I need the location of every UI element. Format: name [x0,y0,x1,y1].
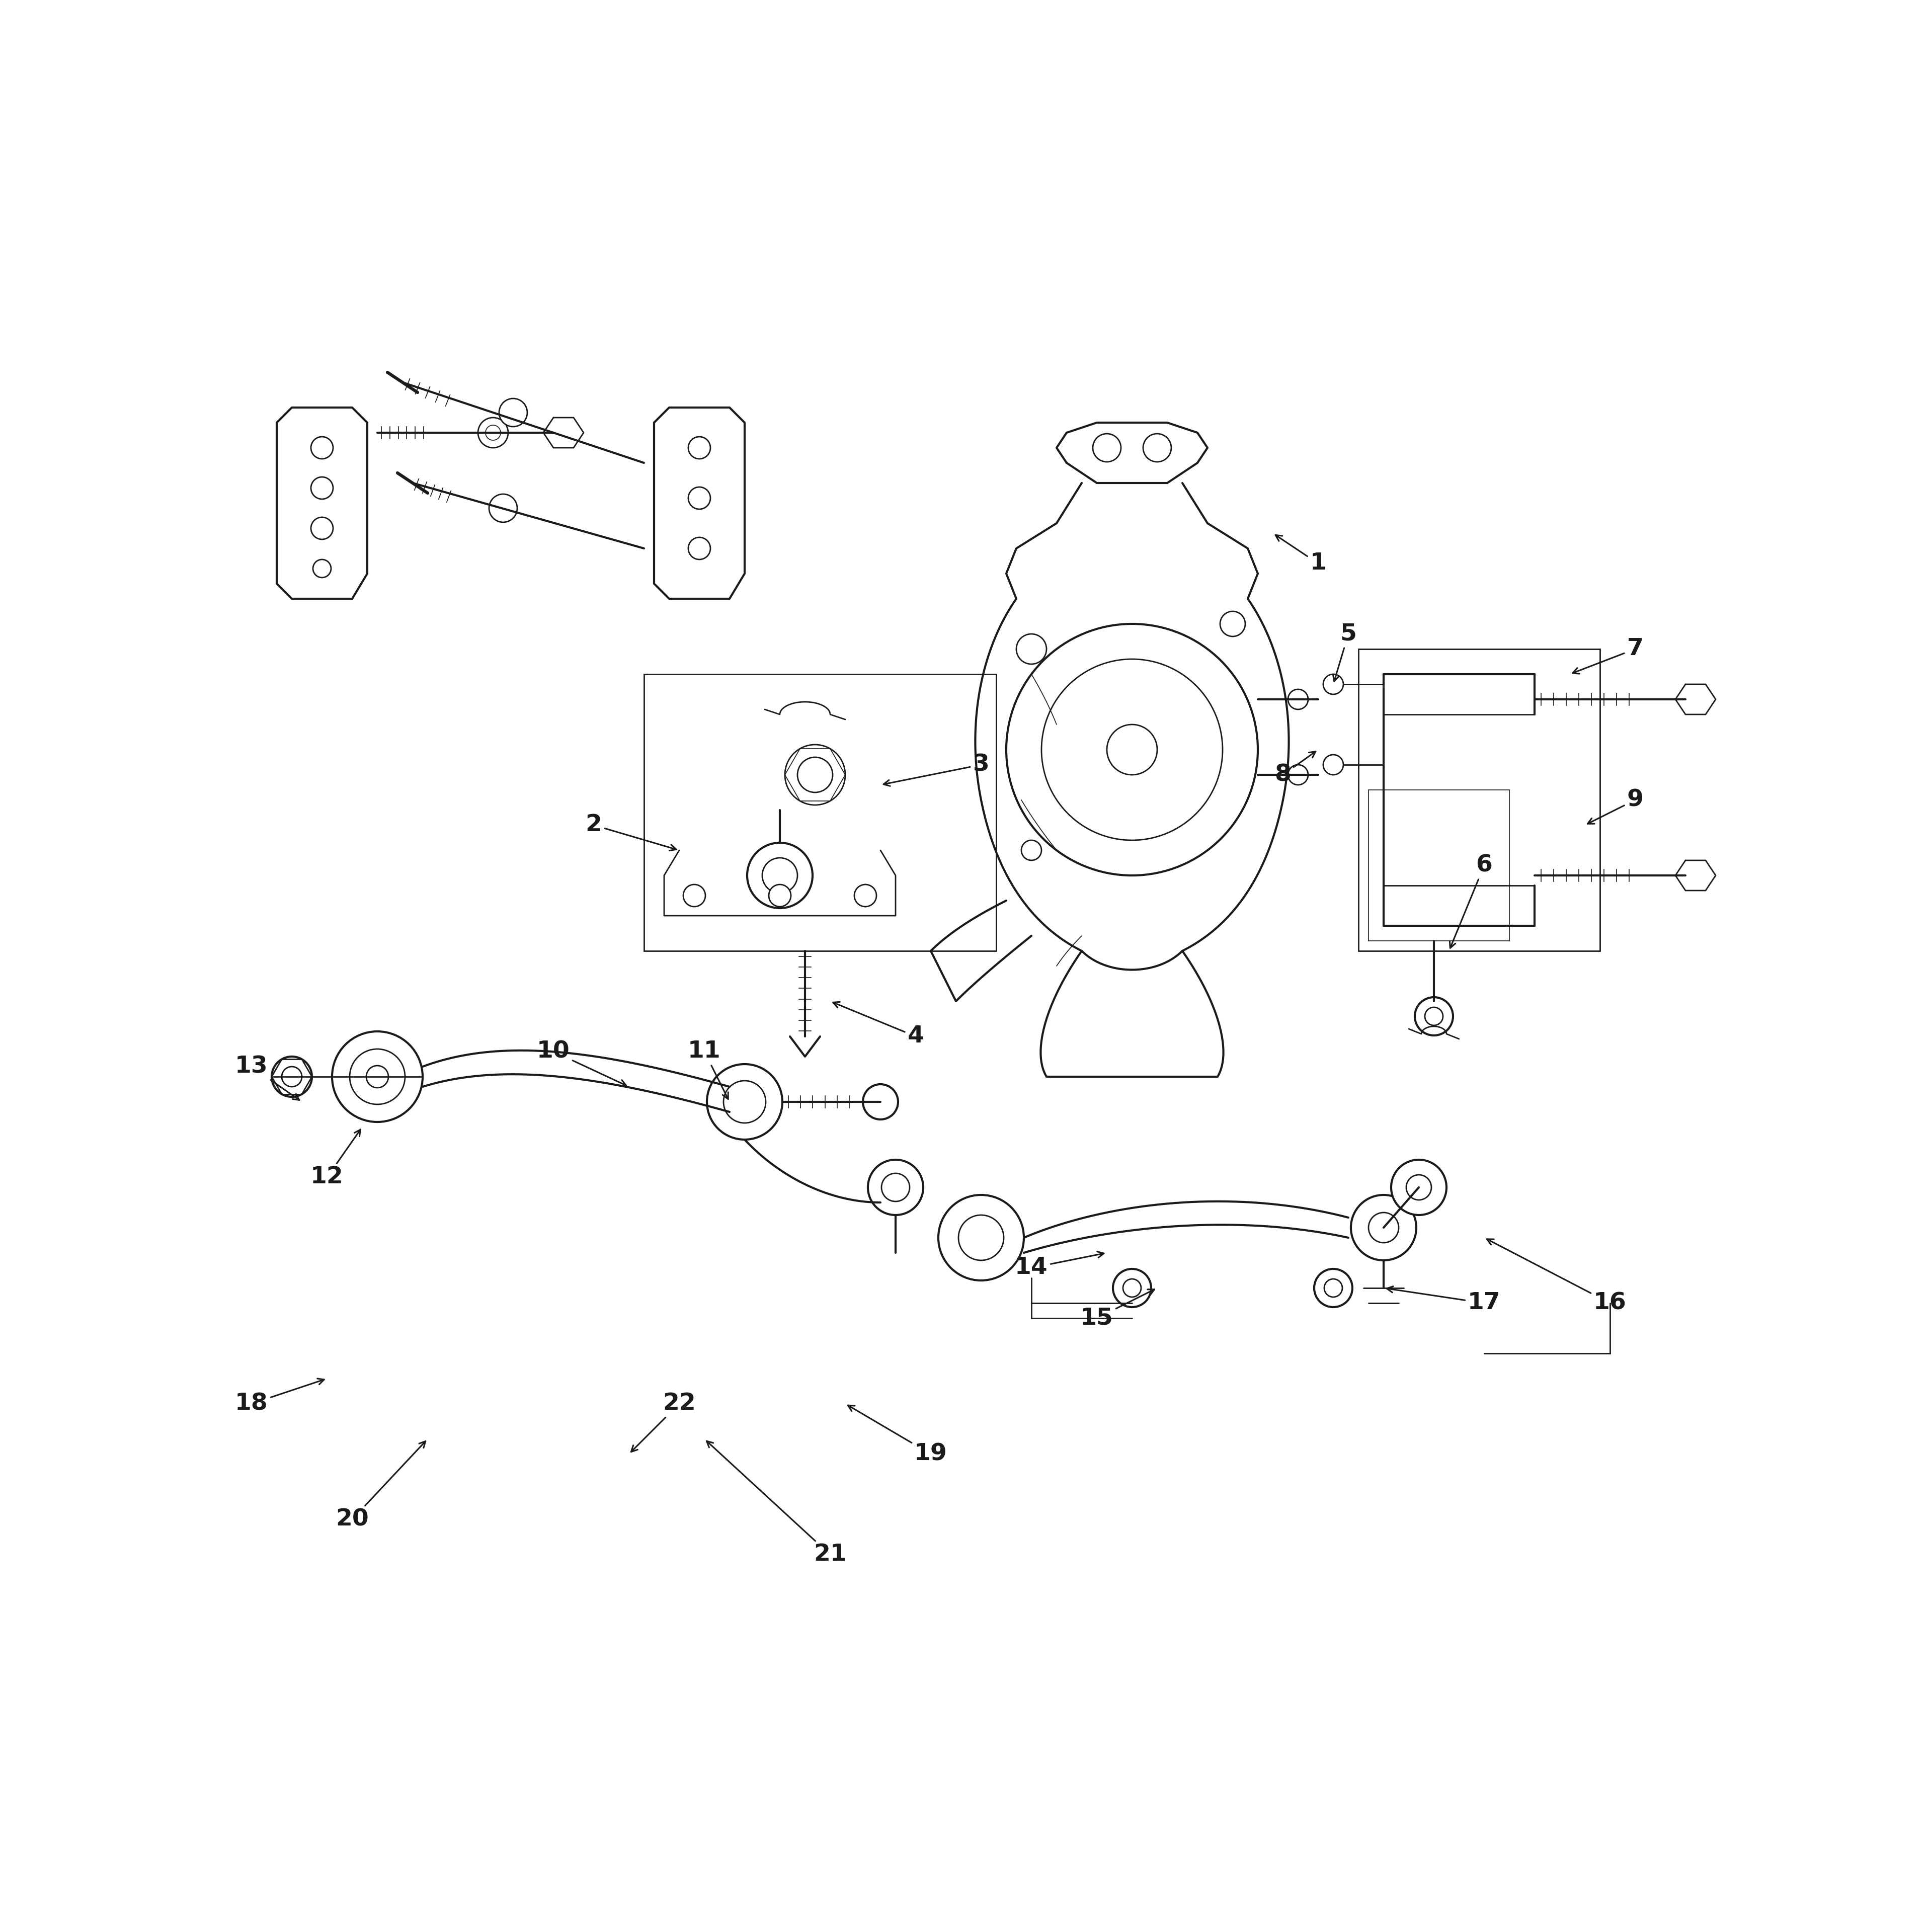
Circle shape [881,1173,910,1202]
Text: 2: 2 [585,813,676,850]
Circle shape [688,537,711,560]
Text: 15: 15 [1080,1289,1155,1329]
Circle shape [748,842,813,908]
Circle shape [282,1066,301,1086]
Circle shape [707,1065,782,1140]
Text: 3: 3 [883,753,989,786]
Bar [643,674,997,951]
Circle shape [1094,433,1121,462]
Text: 22: 22 [632,1393,696,1451]
Circle shape [350,1049,406,1105]
Text: 19: 19 [848,1405,947,1464]
Circle shape [1350,1194,1416,1260]
Circle shape [1414,997,1453,1036]
Circle shape [798,757,833,792]
Circle shape [1022,840,1041,860]
Text: 9: 9 [1588,788,1644,823]
Text: 14: 14 [1014,1252,1103,1279]
Circle shape [1368,1213,1399,1242]
Circle shape [958,1215,1005,1260]
Circle shape [477,417,508,448]
Circle shape [272,1057,311,1097]
Circle shape [1323,1279,1343,1296]
Circle shape [1122,1279,1142,1296]
Circle shape [1426,1007,1443,1026]
Text: 17: 17 [1387,1287,1501,1314]
Circle shape [332,1032,423,1122]
Text: 6: 6 [1449,854,1493,949]
Circle shape [854,885,877,906]
Text: 11: 11 [688,1039,728,1099]
Circle shape [1016,634,1047,665]
Circle shape [939,1194,1024,1281]
Text: 16: 16 [1488,1238,1627,1314]
Text: 18: 18 [236,1379,325,1414]
Circle shape [489,495,518,522]
Circle shape [864,1084,898,1119]
Text: 7: 7 [1573,638,1644,674]
Bar [1358,649,1600,951]
Circle shape [1107,725,1157,775]
Bar [1368,790,1509,941]
Circle shape [367,1066,388,1088]
Text: 1: 1 [1275,535,1327,576]
Circle shape [769,885,790,906]
Text: 21: 21 [707,1441,846,1567]
Text: 20: 20 [336,1441,425,1530]
Circle shape [1221,611,1246,636]
Circle shape [688,437,711,460]
Circle shape [485,425,500,440]
Circle shape [1144,433,1171,462]
Circle shape [867,1159,923,1215]
Circle shape [723,1080,765,1122]
Circle shape [1323,755,1343,775]
Circle shape [1041,659,1223,840]
Circle shape [1289,765,1308,784]
Circle shape [1406,1175,1432,1200]
Circle shape [1113,1269,1151,1308]
Circle shape [763,858,798,893]
Text: 4: 4 [833,1003,923,1047]
Circle shape [688,487,711,510]
Circle shape [1314,1269,1352,1308]
Circle shape [1323,674,1343,694]
Circle shape [311,437,332,460]
Text: 5: 5 [1333,622,1356,682]
Text: 8: 8 [1275,752,1316,786]
Circle shape [784,744,846,806]
Text: 12: 12 [311,1130,361,1188]
Circle shape [313,560,330,578]
Circle shape [1289,690,1308,709]
Circle shape [498,398,527,427]
Circle shape [311,477,332,498]
Circle shape [1391,1159,1447,1215]
Circle shape [311,518,332,539]
Text: 10: 10 [537,1039,626,1086]
Text: 13: 13 [236,1055,299,1099]
Circle shape [1007,624,1258,875]
Circle shape [684,885,705,906]
